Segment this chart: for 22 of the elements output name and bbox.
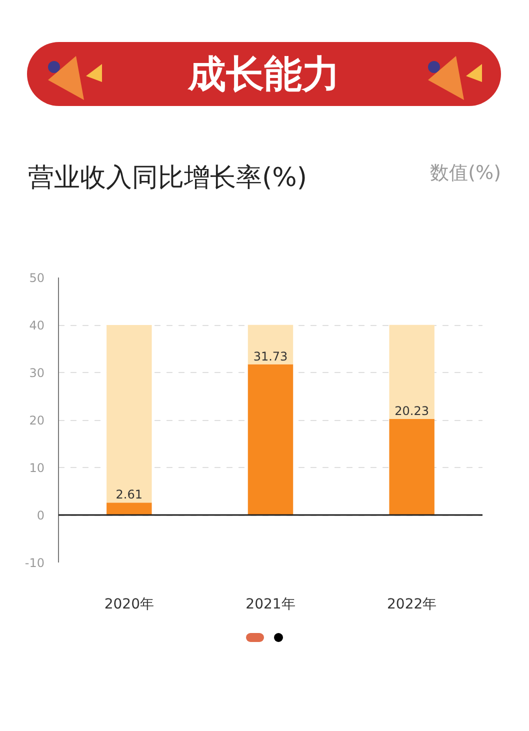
x-tick-label: 2021年 (246, 596, 296, 612)
bar (389, 324, 434, 419)
bar (248, 364, 294, 515)
y-tick-label: 10 (29, 461, 45, 475)
y-axis-title: 数值(%) (430, 161, 501, 186)
y-tick-label: 30 (29, 366, 45, 380)
chart-title: 成长能力 (27, 42, 501, 106)
bar (106, 502, 152, 515)
y-tick-label: 50 (29, 271, 45, 285)
bar (389, 418, 434, 515)
data-label: 2.61 (116, 488, 143, 502)
y-tick-label: 0 (36, 508, 45, 522)
bar (248, 324, 294, 364)
chart-subtitle: 营业收入同比增长率(%) (28, 162, 307, 195)
bar (106, 324, 152, 503)
x-tick-label: 2020年 (104, 596, 154, 612)
data-label: 31.73 (253, 349, 288, 364)
data-label: 20.23 (394, 404, 430, 418)
y-tick-label: -10 (24, 556, 45, 570)
y-tick-label: 40 (29, 318, 45, 332)
x-tick-label: 2022年 (387, 596, 437, 612)
y-tick-label: 20 (29, 414, 45, 428)
